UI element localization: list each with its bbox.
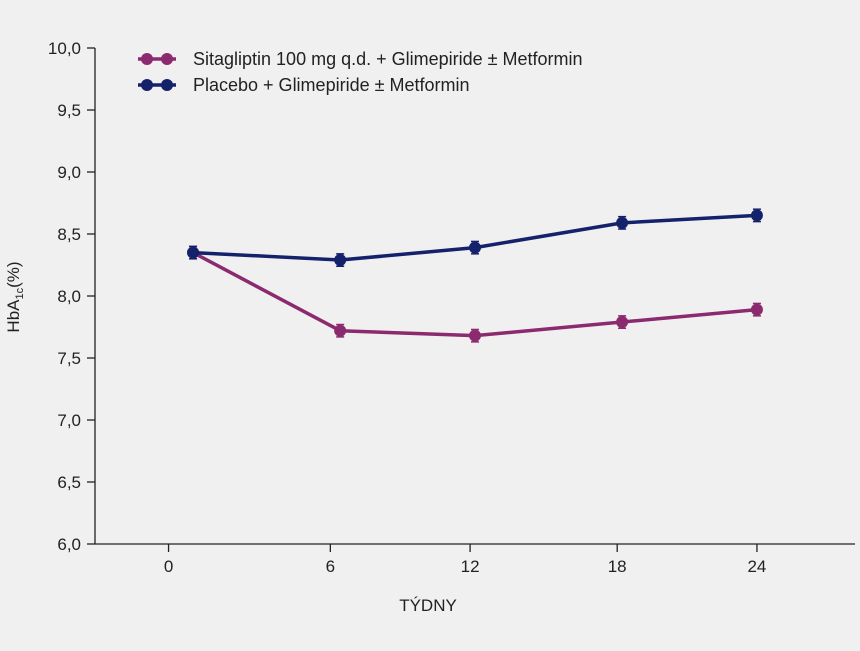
series-layer	[187, 208, 763, 343]
legend-swatch-marker	[161, 79, 173, 91]
legend-item-2: Placebo + Glimepiride ± Metformin	[138, 75, 470, 95]
y-tick-label: 9,0	[57, 163, 81, 182]
data-point	[616, 316, 629, 329]
legend: Sitagliptin 100 mg q.d. + Glimepiride ± …	[138, 49, 583, 95]
legend-swatch-marker	[141, 53, 153, 65]
data-point	[750, 209, 763, 222]
legend-swatch-marker	[161, 53, 173, 65]
series-1	[187, 245, 763, 343]
legend-label: Sitagliptin 100 mg q.d. + Glimepiride ± …	[193, 49, 583, 69]
y-tick-label: 6,0	[57, 535, 81, 554]
y-tick-label: 8,5	[57, 225, 81, 244]
data-point	[750, 303, 763, 316]
x-axis-title: TÝDNY	[399, 596, 457, 615]
y-tick-label: 7,5	[57, 349, 81, 368]
x-tick-label: 24	[747, 557, 766, 576]
y-axis-title-subscript: 1c	[14, 287, 26, 299]
x-tick-label: 0	[164, 557, 173, 576]
x-tick-label: 6	[326, 557, 335, 576]
data-point	[334, 254, 347, 267]
legend-item-1: Sitagliptin 100 mg q.d. + Glimepiride ± …	[138, 49, 583, 69]
data-point	[187, 246, 200, 259]
y-tick-label: 8,0	[57, 287, 81, 306]
x-axis: 0 6 12 18 24	[95, 543, 855, 576]
x-tick-label: 12	[461, 557, 480, 576]
y-tick-label: 7,0	[57, 411, 81, 430]
y-axis-title: HbA1c(%)	[4, 261, 26, 332]
data-point	[616, 216, 629, 229]
y-tick-label: 10,0	[48, 39, 81, 58]
series-2	[187, 208, 763, 267]
y-tick-label: 9,5	[57, 101, 81, 120]
data-point	[469, 329, 481, 342]
y-axis: 6,0 6,5 7,0 7,5 8,0 8,5 9,0 9,5 10,0	[48, 39, 96, 554]
y-axis-title-main: HbA	[4, 299, 23, 333]
y-tick-label: 6,5	[57, 473, 81, 492]
series-line	[192, 251, 758, 338]
x-tick-label: 18	[608, 557, 627, 576]
legend-swatch-marker	[141, 79, 153, 91]
data-point	[469, 241, 481, 254]
y-axis-title-suffix: (%)	[4, 261, 23, 287]
data-point	[334, 324, 347, 337]
legend-label: Placebo + Glimepiride ± Metformin	[193, 75, 470, 95]
